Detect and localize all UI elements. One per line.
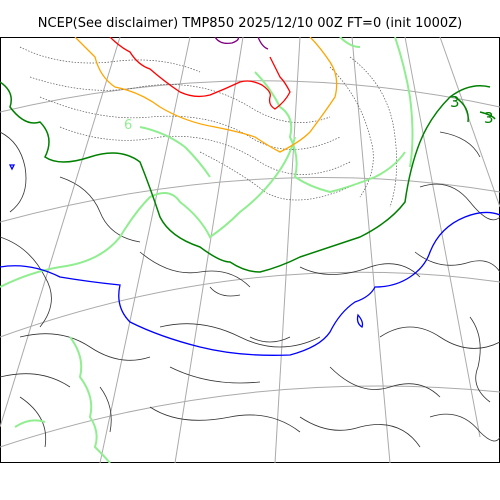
contour-line: [19, 333, 151, 361]
contour-line: [379, 326, 500, 349]
contour-label: 6: [124, 118, 132, 133]
purple-contours: [214, 37, 269, 50]
contour-line: [0, 131, 27, 213]
isotherm-light-green: [254, 71, 406, 194]
isotherm-dark-green: [479, 111, 496, 120]
longitude-line: [274, 37, 301, 463]
contour-line: [99, 386, 112, 433]
isotherm-light-green: [0, 136, 296, 288]
isotherm-dark-green: [454, 96, 469, 123]
contour-line: [469, 316, 491, 403]
contour-label: 3: [450, 93, 460, 111]
longitude-line: [99, 37, 191, 463]
dotted-contour: [349, 56, 398, 208]
contour-line: [209, 286, 241, 297]
blue-contours: [0, 164, 500, 356]
thin-contours: [0, 131, 500, 448]
longitude-line: [0, 37, 121, 428]
dotted-contour: [29, 76, 331, 123]
dotted-contour: [199, 151, 361, 201]
longitude-line: [174, 37, 244, 463]
dotted-contour: [39, 96, 341, 150]
isotherm-light-green: [69, 336, 111, 463]
isotherm-light-green: [139, 126, 211, 178]
isotherm-light-green: [394, 37, 414, 168]
contour-line: [0, 236, 52, 328]
light-green-contours: [0, 37, 414, 463]
isotherm-blue: [8, 164, 16, 171]
map-title: NCEP(See disclaimer) TMP850 2025/12/10 0…: [37, 16, 463, 31]
isotherm-blue: [0, 211, 500, 356]
orange-contours: [74, 37, 338, 153]
contour-line: [59, 176, 141, 243]
isotherm-red: [109, 37, 291, 110]
isotherm-purple: [257, 37, 269, 50]
isotherm-purple: [214, 37, 240, 45]
dotted-contour: [59, 126, 351, 175]
isotherm-orange: [74, 37, 338, 153]
contour-line: [149, 406, 301, 433]
temperature-map: 3 3 6: [0, 37, 500, 463]
latitude-line: [0, 271, 500, 338]
contour-line: [139, 251, 251, 288]
latitude-line: [0, 176, 500, 223]
red-contours: [109, 37, 291, 110]
contour-line: [329, 366, 441, 398]
contour-line: [169, 366, 261, 384]
contour-line: [414, 251, 500, 273]
isotherm-dark-green: [0, 81, 491, 273]
map-frame: [0, 37, 500, 463]
contour-line: [299, 416, 421, 448]
isotherm-blue: [356, 313, 364, 328]
contour-line: [0, 373, 71, 388]
contour-label: 3: [484, 109, 494, 127]
contour-line: [249, 336, 291, 343]
longitude-line: [439, 37, 500, 208]
contour-line: [19, 396, 47, 448]
graticule: [0, 37, 500, 463]
contour-line: [159, 323, 321, 348]
isotherm-light-green: [14, 419, 46, 428]
longitude-line: [404, 37, 481, 438]
contour-line: [429, 413, 500, 442]
latitude-line: [0, 385, 500, 448]
contour-line: [419, 183, 500, 221]
contour-line: [299, 263, 421, 278]
isotherm-light-green: [339, 37, 361, 48]
dark-green-contours: [0, 81, 496, 273]
longitude-line: [351, 37, 391, 463]
contour-line: [439, 131, 481, 158]
